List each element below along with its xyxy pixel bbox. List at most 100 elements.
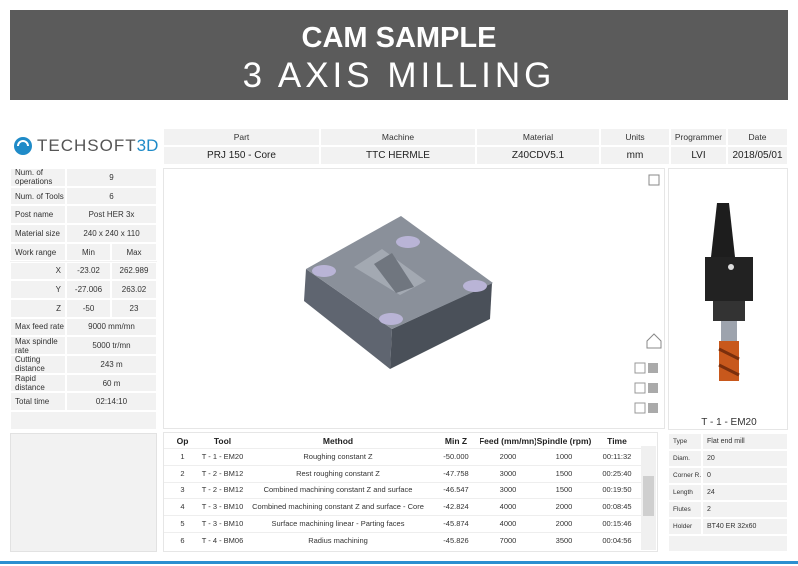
bottom-rule [0,561,798,564]
summary-min: -27.006 [66,280,111,299]
prop-label: Length [668,484,702,501]
summary-axis: Y [10,280,66,299]
summary-max: 262.989 [111,261,157,281]
ops-cell: 3000 [499,485,517,495]
ops-header: Time [607,435,627,446]
ops-cell: T - 2 - BM12 [201,485,244,495]
summary-max: 263.02 [111,280,157,299]
summary-value: 6 [66,186,157,206]
scrollbar[interactable] [641,446,656,550]
ops-cell: 4000 [499,519,517,529]
ops-header: Min Z [444,435,468,446]
summary-value: 02:14:10 [66,392,157,412]
ops-cell: 1 [180,451,185,461]
ops-cell: Radius machining [308,535,368,545]
ops-cell: -50.000 [443,451,469,461]
ops-cell: 2000 [555,502,573,512]
summary-value: 60 m [66,373,157,393]
ops-cell: 2 [180,468,185,478]
info-header: Material [476,128,600,146]
header-bar: CAM SAMPLE 3 AXIS MILLING [10,10,788,100]
tool-properties-table: Type Flat end mill Diam. 20 Corner R. 0 Length… [668,433,788,552]
ops-row[interactable] [164,464,642,482]
ops-cell: 5 [180,519,185,529]
logo: TECHSOFT 3D [12,133,162,159]
ops-cell: T - 3 - BM10 [201,519,244,529]
summary-label: Post name [10,205,66,225]
summary-label: Work range [10,242,66,262]
summary-max: 23 [111,298,157,318]
ops-cell: 3000 [499,468,517,478]
prop-label: Corner R. [668,467,702,484]
ops-row[interactable] [164,498,642,515]
summary-value: 9 [66,168,157,187]
ops-cell: 00:11:32 [602,451,632,461]
ops-cell: 00:25:40 [602,468,632,478]
ops-cell: 4 [180,502,185,512]
title: CAM SAMPLE [301,22,497,54]
scroll-thumb[interactable] [643,476,654,516]
prop-value: BT40 ER 32x60 [702,518,788,535]
ops-row[interactable] [164,532,642,549]
ops-header: Op [176,435,189,446]
summary-min: Min [66,242,111,262]
ops-cell: -45.826 [443,535,469,545]
operations-table: Op Tool Method Min Z Feed (mm/mn) Spindle (rp… [163,432,658,552]
summary-label: Total time [10,392,66,412]
ops-header: Method [322,435,354,446]
summary-table: Num. of operations 9 Num. of Tools 6 Post na… [10,168,157,430]
ops-header: Spindle (rpm) [536,435,592,446]
prop-label: Type [668,433,702,450]
summary-axis: Z [10,298,66,318]
ops-cell: T - 2 - BM12 [201,468,244,478]
ops-cell: -46.547 [443,485,469,495]
tool-image [705,203,753,381]
logo-accent: 3D [136,136,159,155]
ops-cell: -42.824 [443,502,469,512]
ops-cell: 7000 [499,535,517,545]
summary-label: Material size [10,224,66,243]
prop-value: 0 [702,467,788,484]
prop-value: Flat end mill [702,433,788,450]
summary-axis: X [10,261,66,281]
ops-cell: T - 3 - BM10 [201,502,244,512]
summary-value: 9000 mm/mn [66,317,157,337]
summary-value: Post HER 3x [66,205,157,225]
info-value: PRJ 150 - Core [163,146,320,165]
prop-label: Holder [668,518,702,535]
viewer [163,168,665,429]
logo-text: TECHSOFT [37,136,137,155]
prop-blank-row [668,535,788,552]
ops-cell: 3 [180,485,185,495]
info-table: Part PRJ 150 - Core Machine TTC HERMLE Mater… [163,128,788,165]
subtitle: 3 AXIS MILLING [242,56,556,95]
ops-cell: 00:19:50 [602,485,632,495]
info-header: Date [727,128,788,146]
prop-value: 24 [702,484,788,501]
info-header: Units [600,128,670,146]
summary-min: -50 [66,298,111,318]
ops-cell: 4000 [499,502,517,512]
info-value: Z40CDV5.1 [476,146,600,165]
ops-row[interactable] [164,515,642,532]
prop-value: 2 [702,501,788,518]
ops-cell: 6 [180,535,185,545]
ops-cell: 3500 [555,535,573,545]
info-value: LVI [670,146,727,165]
logo-icon [14,137,32,155]
summary-label: Max feed rate [10,317,66,337]
ops-cell: T - 1 - EM20 [201,451,244,461]
summary-label: Max spindle rate [10,336,66,355]
ops-row[interactable] [164,448,642,465]
summary-max: Max [111,242,157,262]
summary-label: Num. of Tools [10,186,66,206]
ops-cell: 2000 [555,519,573,529]
ops-header: Feed (mm/mn) [480,435,536,446]
summary-blank-row [10,411,157,430]
tool-panel: T - 1 - EM20 [668,168,788,430]
ops-cell: 1500 [555,468,573,478]
info-value: TTC HERMLE [320,146,476,165]
tool-caption: T - 1 - EM20 [701,417,757,428]
ops-row[interactable] [164,481,642,499]
